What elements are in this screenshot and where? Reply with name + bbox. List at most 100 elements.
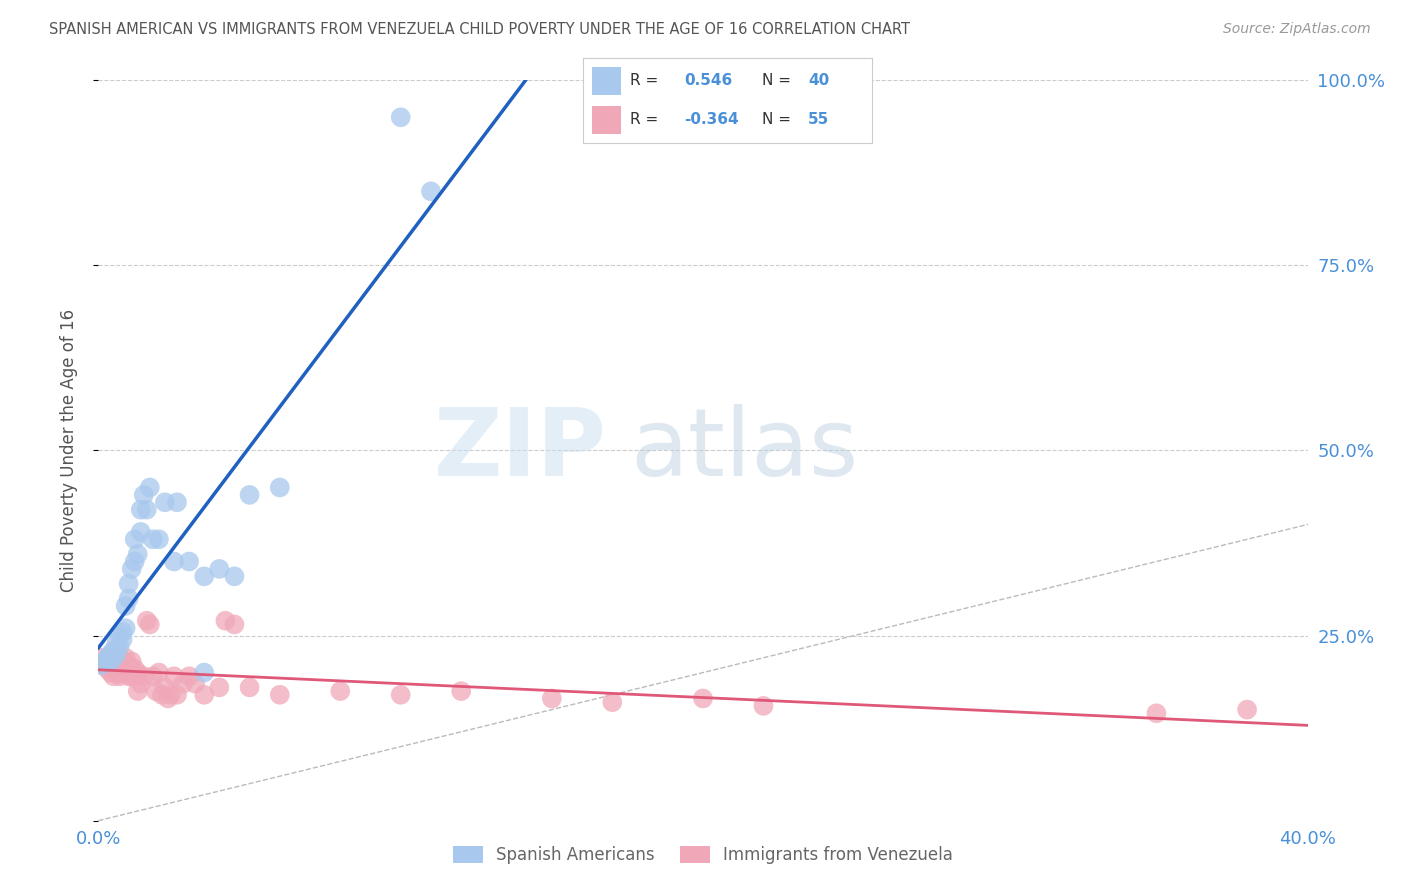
Point: [108, 628, 131, 642]
Point: [145, 684, 167, 698]
Point: [90, 650, 112, 665]
Point: [450, 684, 472, 698]
Point: [540, 691, 562, 706]
Point: [132, 669, 155, 683]
Point: [118, 658, 141, 673]
Text: SPANISH AMERICAN VS IMMIGRANTS FROM VENEZUELA CHILD POVERTY UNDER THE AGE OF 16 : SPANISH AMERICAN VS IMMIGRANTS FROM VENE…: [49, 22, 910, 37]
Point: [389, 688, 412, 702]
Point: [142, 669, 165, 683]
Point: [114, 599, 136, 613]
Point: [103, 643, 125, 657]
Point: [93, 655, 115, 669]
Point: [105, 647, 128, 661]
Point: [752, 698, 775, 713]
Point: [135, 502, 157, 516]
Point: [124, 669, 146, 683]
Point: [692, 691, 714, 706]
Point: [142, 533, 165, 547]
Text: R =: R =: [630, 73, 662, 88]
Point: [105, 658, 128, 673]
Point: [139, 617, 162, 632]
Y-axis label: Child Poverty Under the Age of 16: Child Poverty Under the Age of 16: [59, 309, 77, 592]
Point: [121, 562, 143, 576]
Text: N =: N =: [762, 112, 796, 128]
Point: [329, 684, 352, 698]
Point: [103, 669, 125, 683]
Point: [127, 665, 149, 680]
Point: [179, 669, 201, 683]
Point: [602, 695, 624, 709]
Point: [96, 650, 118, 665]
Point: [118, 669, 141, 683]
Point: [148, 665, 170, 680]
Point: [129, 502, 152, 516]
Point: [269, 688, 291, 702]
Text: ZIP: ZIP: [433, 404, 606, 497]
Point: [129, 676, 152, 690]
Point: [100, 655, 122, 669]
Point: [108, 669, 131, 683]
Point: [389, 111, 412, 125]
Point: [150, 688, 173, 702]
Point: [111, 632, 134, 647]
Point: [166, 688, 188, 702]
Point: [163, 669, 186, 683]
Point: [129, 524, 152, 539]
Point: [100, 665, 122, 680]
Point: [105, 665, 128, 680]
Point: [93, 658, 115, 673]
Point: [139, 480, 162, 494]
Text: N =: N =: [762, 73, 796, 88]
Point: [239, 488, 262, 502]
Point: [121, 669, 143, 683]
Point: [96, 662, 118, 676]
Point: [111, 665, 134, 680]
Point: [124, 555, 146, 569]
Point: [111, 655, 134, 669]
Point: [172, 676, 194, 690]
Point: [135, 614, 157, 628]
Point: [420, 184, 443, 198]
Text: 0.546: 0.546: [685, 73, 733, 88]
Point: [96, 655, 118, 669]
Point: [160, 688, 183, 702]
Point: [114, 650, 136, 665]
Point: [100, 647, 122, 661]
Text: 40: 40: [808, 73, 830, 88]
Point: [224, 569, 246, 583]
Point: [114, 621, 136, 635]
Point: [269, 480, 291, 494]
Point: [132, 488, 155, 502]
Point: [105, 636, 128, 650]
Point: [1144, 706, 1167, 721]
Point: [214, 614, 236, 628]
Text: 55: 55: [808, 112, 830, 128]
Point: [114, 662, 136, 676]
Point: [179, 555, 201, 569]
Point: [148, 533, 170, 547]
Point: [103, 650, 125, 665]
Point: [111, 624, 134, 639]
Legend: Spanish Americans, Immigrants from Venezuela: Spanish Americans, Immigrants from Venez…: [453, 846, 953, 864]
Text: atlas: atlas: [630, 404, 859, 497]
Point: [127, 684, 149, 698]
Point: [163, 555, 186, 569]
Point: [127, 547, 149, 561]
Point: [90, 658, 112, 673]
Point: [124, 662, 146, 676]
Text: Source: ZipAtlas.com: Source: ZipAtlas.com: [1223, 22, 1371, 37]
Text: R =: R =: [630, 112, 662, 128]
Point: [118, 591, 141, 606]
Point: [193, 665, 215, 680]
Point: [193, 688, 215, 702]
FancyBboxPatch shape: [592, 106, 621, 134]
Point: [118, 576, 141, 591]
Point: [108, 655, 131, 669]
Point: [153, 495, 176, 509]
Point: [239, 681, 262, 695]
Point: [193, 569, 215, 583]
Point: [166, 495, 188, 509]
Point: [224, 617, 246, 632]
Point: [103, 650, 125, 665]
Point: [184, 676, 207, 690]
